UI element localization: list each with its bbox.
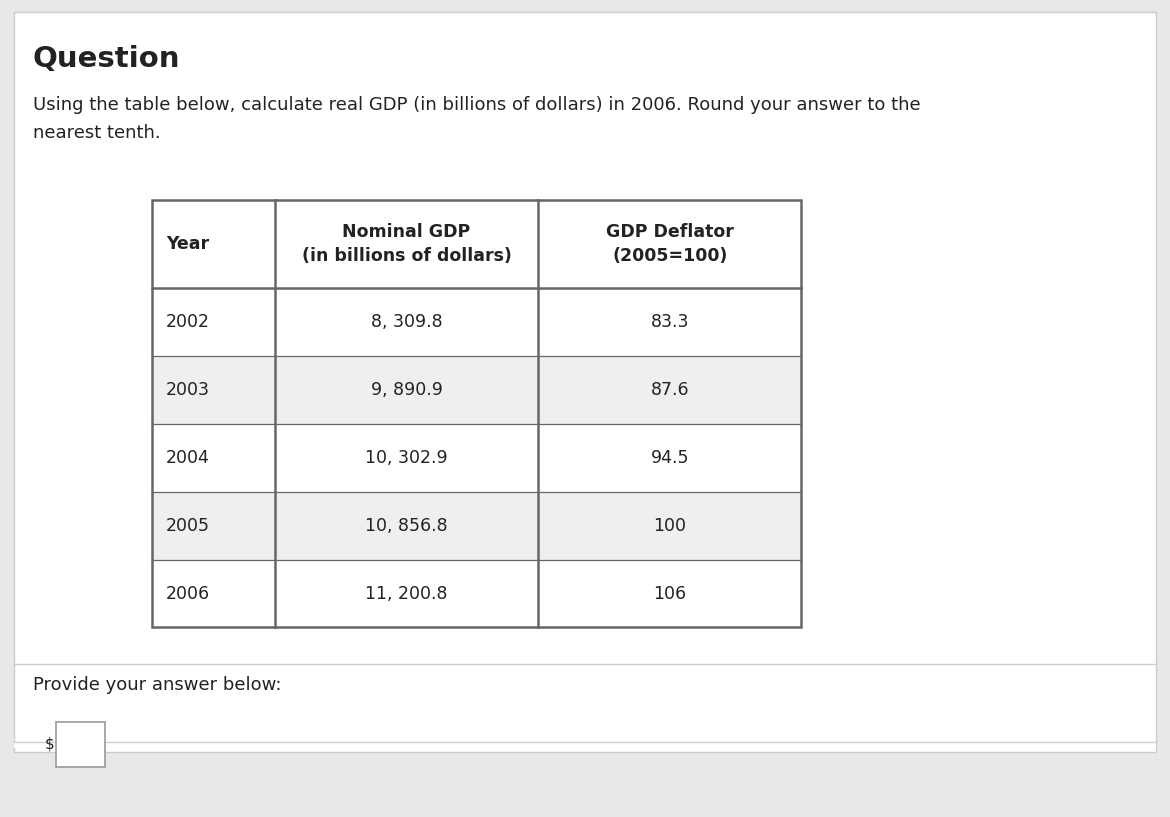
FancyBboxPatch shape <box>152 424 801 492</box>
Text: 2006: 2006 <box>166 584 211 603</box>
Text: Nominal GDP
(in billions of dollars): Nominal GDP (in billions of dollars) <box>302 223 511 266</box>
Text: 94.5: 94.5 <box>651 449 689 467</box>
Text: 2002: 2002 <box>166 313 211 332</box>
FancyBboxPatch shape <box>14 742 1156 748</box>
Text: 10, 856.8: 10, 856.8 <box>365 516 448 535</box>
Text: Provide your answer below:: Provide your answer below: <box>33 676 281 694</box>
Text: 11, 200.8: 11, 200.8 <box>365 584 448 603</box>
Text: GDP Deflator
(2005=100): GDP Deflator (2005=100) <box>606 223 734 266</box>
Text: 83.3: 83.3 <box>651 313 689 332</box>
Text: 8, 309.8: 8, 309.8 <box>371 313 442 332</box>
FancyBboxPatch shape <box>152 492 801 560</box>
Text: Year: Year <box>166 235 209 253</box>
Text: 2003: 2003 <box>166 381 211 400</box>
Text: $: $ <box>44 737 54 752</box>
FancyBboxPatch shape <box>152 200 801 288</box>
Text: 10, 302.9: 10, 302.9 <box>365 449 448 467</box>
Text: Using the table below, calculate real GDP (in billions of dollars) in 2006. Roun: Using the table below, calculate real GD… <box>33 96 921 141</box>
Text: 87.6: 87.6 <box>651 381 689 400</box>
Text: Question: Question <box>33 45 180 73</box>
FancyBboxPatch shape <box>152 560 801 627</box>
Text: 2004: 2004 <box>166 449 211 467</box>
Text: 106: 106 <box>653 584 687 603</box>
FancyBboxPatch shape <box>152 288 801 356</box>
Text: 9, 890.9: 9, 890.9 <box>371 381 442 400</box>
Text: 100: 100 <box>653 516 687 535</box>
FancyBboxPatch shape <box>56 721 105 767</box>
Text: 2005: 2005 <box>166 516 211 535</box>
FancyBboxPatch shape <box>152 356 801 424</box>
FancyBboxPatch shape <box>14 12 1156 752</box>
